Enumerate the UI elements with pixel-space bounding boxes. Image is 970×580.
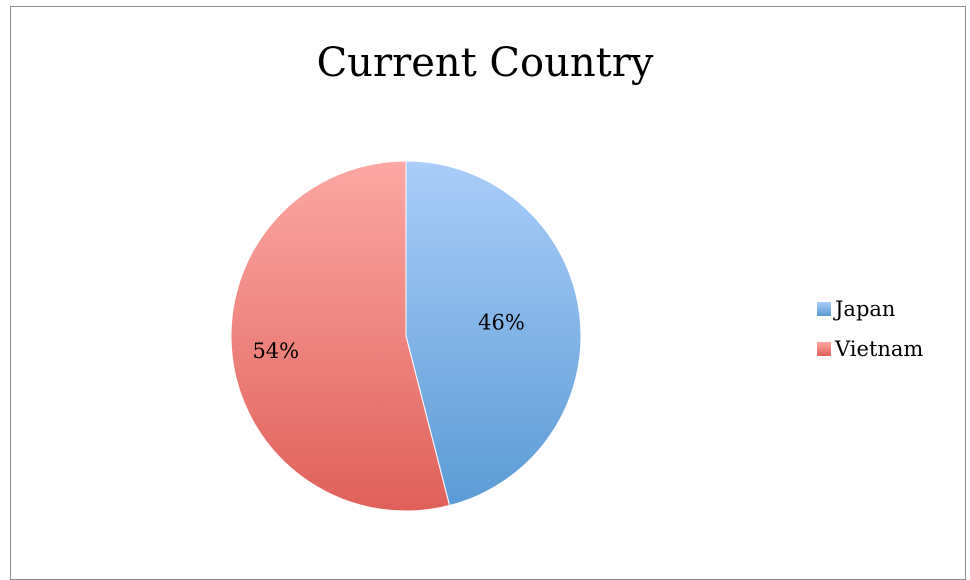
legend: Japan Vietnam xyxy=(817,296,923,376)
slice-label-japan: 46% xyxy=(478,310,525,334)
pie-slice-vietnam xyxy=(230,160,451,512)
legend-label-vietnam: Vietnam xyxy=(835,337,924,361)
pie-slice-japan xyxy=(405,160,582,507)
chart-title: Current Country xyxy=(316,40,654,86)
slice-label-vietnam: 54% xyxy=(252,339,299,363)
legend-swatch-japan xyxy=(817,302,831,316)
legend-item-vietnam: Vietnam xyxy=(817,336,923,362)
legend-item-japan: Japan xyxy=(817,296,923,322)
legend-swatch-vietnam xyxy=(817,342,831,356)
legend-label-japan: Japan xyxy=(835,297,896,321)
